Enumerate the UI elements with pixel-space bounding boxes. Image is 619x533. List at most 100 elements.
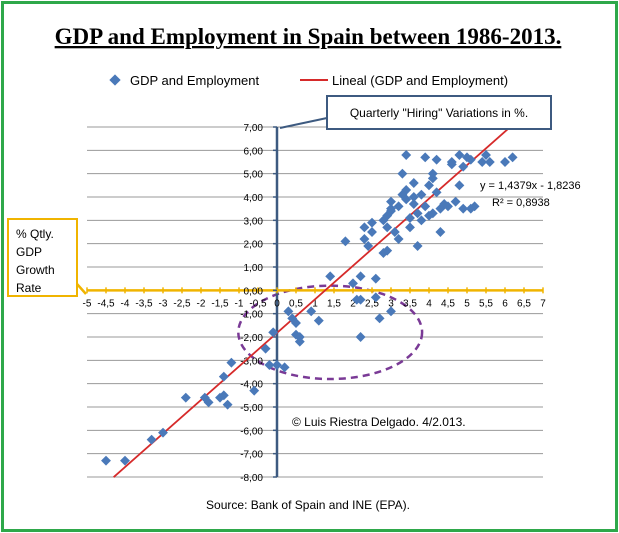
data-point <box>101 455 111 466</box>
data-point <box>367 227 377 237</box>
source-note: Source: Bank of Spain and INE (EPA). <box>206 498 410 512</box>
data-point <box>389 227 400 237</box>
data-point <box>325 271 336 282</box>
data-point <box>283 306 294 317</box>
data-point <box>393 234 404 244</box>
trendline <box>113 126 511 478</box>
data-point <box>382 245 393 256</box>
y-tick-label: 1,00 <box>244 263 264 274</box>
scatter-points <box>101 150 518 466</box>
data-point <box>458 203 469 214</box>
data-point <box>386 206 396 216</box>
data-point <box>386 196 396 207</box>
y-axis-label: Quarterly "Hiring" Variations in %. <box>350 106 528 120</box>
data-point <box>272 360 282 370</box>
data-point <box>218 390 229 401</box>
y-tick-label: -5,00 <box>240 403 263 414</box>
x-tick-label: 1 <box>312 298 318 309</box>
data-point <box>260 343 271 354</box>
data-point <box>405 213 415 223</box>
ellipse-outline <box>237 284 424 381</box>
data-point <box>355 294 366 305</box>
legend-marker-scatter <box>109 74 121 86</box>
data-point <box>218 371 229 382</box>
x-tick-label: -4 <box>121 298 130 309</box>
legend: GDP and Employment Lineal (GDP and Emplo… <box>109 73 508 88</box>
y-tick-label: -2,00 <box>240 333 263 344</box>
legend-label-trend: Lineal (GDP and Employment) <box>332 73 508 88</box>
data-point <box>454 180 465 191</box>
x-tick-label: -3,5 <box>135 298 153 309</box>
data-point <box>477 157 488 167</box>
x-tick-label: -2,5 <box>173 298 191 309</box>
y-callout-box <box>326 95 552 130</box>
x-axis-label-line-2: GDP <box>16 245 42 259</box>
y-tick-label: 3,00 <box>244 216 264 227</box>
y-tick-label: 7,00 <box>244 123 264 134</box>
data-point <box>412 208 423 219</box>
y-tick-label: -3,00 <box>240 356 263 367</box>
data-point <box>420 152 431 163</box>
data-point <box>481 150 491 160</box>
x-tick-label: -1,5 <box>211 298 229 309</box>
data-point <box>416 215 427 226</box>
data-point <box>446 159 457 170</box>
x-tick-label: 3,5 <box>403 298 417 309</box>
data-point <box>408 192 419 202</box>
data-point <box>313 315 324 326</box>
x-tick-label: 5 <box>464 298 470 309</box>
data-point <box>294 336 305 347</box>
data-point <box>363 241 374 251</box>
data-point <box>268 327 279 338</box>
x-axis-label-line-4: Rate <box>16 281 42 295</box>
x-tick-label: 6,5 <box>517 298 531 309</box>
x-tick-label: 6 <box>502 298 508 309</box>
x-tick-label: 2 <box>350 298 356 309</box>
y-tick-label: 4,00 <box>244 193 264 204</box>
x-tick-label: -4,5 <box>97 298 115 309</box>
data-point <box>469 201 480 212</box>
data-point <box>431 187 442 198</box>
gridlines <box>87 126 543 478</box>
x-callout-box <box>7 218 78 297</box>
data-point <box>397 168 408 179</box>
data-point <box>222 399 233 410</box>
data-point <box>306 306 317 317</box>
x-tick-labels: -5 -4,5 -4 -3,5 -3 -2,5 -2 -1,5 -1 -0,5 0 0,5 1 1,5 2 2… <box>83 298 547 309</box>
x-tick-label: 3 <box>388 298 394 309</box>
x-tick-label: -5 <box>83 298 92 309</box>
data-point <box>401 150 412 160</box>
chart-title: GDP and Employment in Spain between 1986… <box>55 24 562 49</box>
x-tick-label: 4,5 <box>441 298 455 309</box>
data-point <box>359 234 370 244</box>
x-axis-label-line-1: % Qtly. <box>16 227 54 241</box>
data-point <box>507 152 518 163</box>
x-tick-label: 5,5 <box>479 298 493 309</box>
credit-annotation: © Luis Riestra Delgado. 4/2.013. <box>292 415 466 429</box>
x-tick-label: 4 <box>426 298 432 309</box>
data-point <box>249 385 260 396</box>
trendline-path <box>113 126 511 478</box>
data-point <box>484 157 495 167</box>
data-point <box>420 201 431 212</box>
data-point <box>416 189 427 200</box>
data-point <box>435 227 446 237</box>
data-point <box>291 318 301 328</box>
data-point <box>465 154 476 165</box>
x-tick-label: -1 <box>235 298 244 309</box>
data-point <box>226 357 237 368</box>
trend-r2: R² = 0,8938 <box>492 197 550 209</box>
data-point <box>393 201 404 212</box>
data-point <box>431 154 442 165</box>
data-point <box>370 292 381 303</box>
legend-label-scatter: GDP and Employment <box>130 73 259 88</box>
y-tick-label: 0,00 <box>244 286 264 297</box>
data-point <box>348 278 358 289</box>
data-point <box>408 178 419 188</box>
x-tick-label: 0 <box>274 298 280 309</box>
data-point <box>367 217 377 228</box>
data-point <box>401 194 412 205</box>
y-tick-label: 6,00 <box>244 146 264 157</box>
y-tick-label: 2,00 <box>244 240 264 251</box>
